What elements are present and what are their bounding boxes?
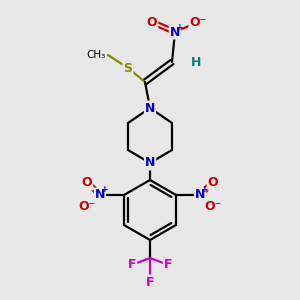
Text: +: +	[176, 22, 184, 32]
Text: S: S	[124, 61, 133, 74]
Text: CH₃: CH₃	[87, 50, 106, 60]
Text: O⁻: O⁻	[189, 16, 207, 28]
Text: N: N	[145, 157, 155, 169]
Text: H: H	[191, 56, 201, 68]
Text: N: N	[195, 188, 205, 202]
Text: O⁻: O⁻	[204, 200, 222, 214]
Text: O⁻: O⁻	[78, 200, 96, 214]
Text: O: O	[147, 16, 157, 28]
Text: N: N	[170, 26, 180, 38]
Text: +: +	[201, 185, 209, 194]
Text: O: O	[82, 176, 92, 190]
Text: N: N	[145, 101, 155, 115]
Text: F: F	[146, 275, 154, 289]
Text: F: F	[164, 259, 172, 272]
Text: O: O	[208, 176, 218, 190]
Text: N: N	[95, 188, 105, 202]
Text: F: F	[128, 259, 136, 272]
Text: +: +	[101, 185, 109, 194]
